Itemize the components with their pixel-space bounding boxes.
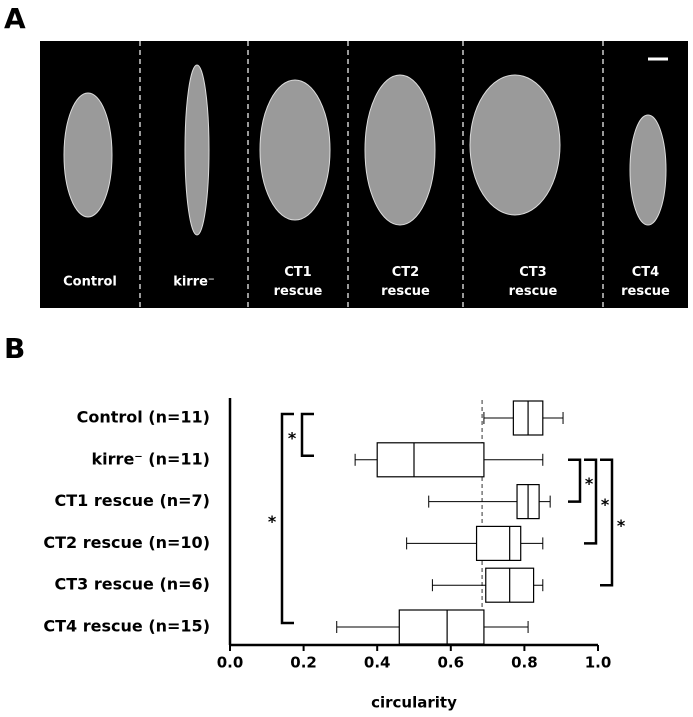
significance-star: * [601, 495, 610, 514]
significance-bracket [600, 458, 614, 587]
x-axis-label: circularity [371, 694, 457, 712]
significance-bracket [568, 458, 582, 503]
box [398, 609, 485, 645]
significance-star: * [585, 474, 594, 493]
x-tick-label: 0.0 [217, 654, 244, 672]
box [475, 525, 522, 562]
category-label: CT3 rescue (n=6) [55, 575, 210, 594]
significance-star: * [617, 516, 626, 535]
panel-caption: CT4 [632, 265, 659, 280]
category-label: kirre⁻ (n=11) [92, 449, 210, 468]
panel-caption: rescue [381, 284, 430, 299]
category-label: CT2 rescue (n=10) [43, 533, 210, 552]
panel-caption: CT2 [392, 265, 419, 280]
panel-caption: rescue [274, 284, 323, 299]
x-tick-label: 0.2 [290, 654, 317, 672]
panel-label: A [4, 2, 26, 35]
box [376, 442, 485, 478]
panel-caption: CT1 [284, 265, 311, 280]
micrograph-strip [40, 41, 688, 308]
x-tick-label: 0.4 [364, 654, 391, 672]
category-label: Control (n=11) [77, 408, 210, 427]
significance-bracket [584, 458, 598, 545]
significance-star: * [268, 512, 277, 531]
category-label: CT1 rescue (n=7) [55, 491, 210, 510]
x-tick-label: 1.0 [585, 654, 612, 672]
panel-label: B [4, 332, 25, 365]
significance-bracket [300, 412, 314, 458]
panel-caption: rescue [621, 284, 670, 299]
panel-caption: rescue [509, 284, 558, 299]
cells [63, 64, 667, 236]
panel-caption: CT3 [519, 265, 546, 280]
category-label: CT4 rescue (n=15) [43, 617, 210, 636]
significance-bracket [280, 412, 294, 625]
x-tick-label: 0.6 [438, 654, 465, 672]
panel-caption: kirre⁻ [173, 275, 215, 290]
x-tick-label: 0.8 [511, 654, 538, 672]
significance-star: * [288, 428, 297, 447]
panel-caption: Control [63, 275, 117, 290]
